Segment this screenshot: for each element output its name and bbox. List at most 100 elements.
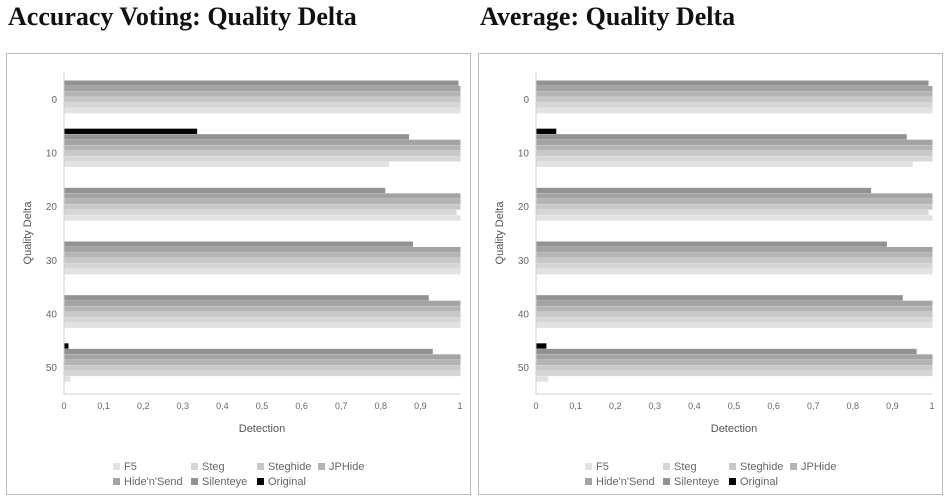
bar-jphide-delta-30 [536, 252, 933, 258]
x-tick-label: 1 [929, 401, 934, 411]
bar-steghide-delta-20 [64, 204, 461, 210]
bar-steghide-delta-40 [536, 311, 933, 317]
bar-silenteye-delta-20 [64, 187, 386, 194]
bar-steghide-delta-0 [64, 97, 461, 103]
legend-label: F5 [124, 460, 137, 473]
x-tick-label: 0,4 [216, 401, 229, 411]
bar-silenteye-delta-50 [64, 348, 433, 355]
x-tick-label: 0,9 [414, 401, 427, 411]
legend-item-jphide: JPHide [790, 460, 836, 473]
bar-steg-delta-50 [536, 370, 933, 377]
bar-steghide-delta-50 [64, 365, 461, 371]
legend-swatch [585, 478, 592, 485]
bar-silenteye-delta-10 [536, 134, 907, 140]
bar-jphide-delta-40 [536, 306, 933, 312]
bar-f5-delta-30 [536, 269, 933, 275]
x-axis-title: Detection [239, 423, 285, 435]
x-tick-label: 0,6 [767, 401, 780, 411]
legend-swatch [729, 478, 736, 485]
bar-steg-delta-20 [64, 209, 457, 216]
legend-swatch [663, 463, 670, 470]
legend-label: Steg [202, 460, 225, 473]
x-tick-label: 0,5 [256, 401, 269, 411]
y-tick-label: 50 [46, 363, 58, 374]
legend-label: JPHide [801, 460, 837, 473]
x-tick-label: 0,6 [295, 401, 308, 411]
bar-silenteye-delta-50 [536, 348, 917, 355]
x-tick-label: 0,2 [137, 401, 150, 411]
legend-item-steg: Steg [663, 460, 697, 473]
legend-swatch [257, 478, 264, 485]
bar-f5-delta-0 [536, 108, 933, 114]
y-tick-label: 40 [518, 310, 530, 321]
bar-steg-delta-10 [536, 156, 933, 162]
bar-steg-delta-40 [536, 317, 933, 323]
bar-jphide-delta-0 [64, 91, 461, 97]
legend-item-steghide: Steghide [257, 460, 311, 473]
x-tick-label: 0 [61, 401, 66, 411]
legend-item-steg: Steg [191, 460, 225, 473]
bar-hide-n-send-delta-10 [536, 139, 933, 145]
legend-label: Silenteye [202, 475, 248, 488]
legend-label: JPHide [329, 460, 365, 473]
legend-label: Hide'n'Send [124, 475, 183, 488]
bar-silenteye-delta-10 [64, 134, 410, 140]
bar-hide-n-send-delta-30 [536, 247, 933, 253]
chart-panel-average: 0 10 20 30 40 50 0 0,1 0,2 0,3 0,4 0,5 0,6 0,7 0,8 0,9 1… [478, 53, 943, 495]
bar-hide-n-send-delta-10 [64, 139, 461, 145]
bar-jphide-delta-20 [536, 198, 933, 205]
bar-hide-n-send-delta-50 [64, 354, 461, 360]
bar-f5-delta-50 [64, 376, 71, 382]
bar-steghide-delta-30 [536, 258, 933, 264]
legend-label: Original [268, 475, 306, 488]
bar-steg-delta-0 [64, 102, 461, 108]
bar-jphide-delta-20 [64, 198, 461, 205]
bar-original-delta-10 [536, 128, 557, 134]
chart-plot-accuracy-voting: 0 10 20 30 40 50 0 0,1 0,2 0,3 0,4 0,5 0,6 0,7 0,8 0,9 1… [22, 72, 463, 435]
legend-item-f5: F5 [113, 460, 137, 473]
bar-jphide-delta-10 [536, 145, 933, 151]
bar-steghide-delta-40 [64, 311, 461, 317]
legend-item-silenteye: Silenteye [191, 475, 247, 488]
bar-silenteye-delta-40 [64, 295, 429, 301]
y-tick-label: 20 [46, 202, 58, 213]
bar-f5-delta-10 [64, 161, 390, 167]
bar-steg-delta-20 [536, 209, 929, 216]
y-tick-label: 0 [523, 95, 529, 106]
bar-steghide-delta-10 [536, 150, 933, 156]
x-tick-label: 0,1 [97, 401, 110, 411]
bar-hide-n-send-delta-20 [64, 193, 461, 199]
bar-silenteye-delta-0 [536, 80, 929, 86]
y-axis-title: Quality Delta [22, 201, 34, 265]
y-tick-label: 30 [518, 256, 530, 267]
legend-item-original: Original [729, 475, 778, 488]
x-axis-title: Detection [711, 423, 757, 435]
bar-hide-n-send-delta-0 [64, 86, 461, 92]
chart-title-average: Average: Quality Delta [480, 2, 736, 31]
bar-f5-delta-50 [536, 376, 549, 382]
bar-steg-delta-30 [536, 263, 933, 269]
legend-swatch [257, 463, 264, 470]
y-tick-label: 30 [46, 256, 58, 267]
y-tick-label: 20 [518, 202, 530, 213]
bar-hide-n-send-delta-40 [536, 300, 933, 306]
y-axis-title: Quality Delta [494, 201, 506, 265]
bar-jphide-delta-40 [64, 306, 461, 312]
bar-jphide-delta-50 [64, 359, 461, 366]
bar-hide-n-send-delta-30 [64, 247, 461, 253]
bar-jphide-delta-30 [64, 252, 461, 258]
bar-steg-delta-30 [64, 263, 461, 269]
x-tick-label: 0,9 [886, 401, 899, 411]
legend-label: Original [740, 475, 778, 488]
x-tick-label: 0,7 [335, 401, 348, 411]
x-tick-label: 0,3 [649, 401, 662, 411]
x-tick-label: 0,8 [375, 401, 388, 411]
y-tick-label: 50 [518, 363, 530, 374]
legend-item-hide-n-send: Hide'n'Send [585, 475, 655, 488]
chart-panel-accuracy-voting: 0 10 20 30 40 50 0 0,1 0,2 0,3 0,4 0,5 0,6 0,7 0,8 0,9 1… [6, 53, 471, 495]
legend-swatch [790, 463, 797, 470]
bar-hide-n-send-delta-50 [536, 354, 933, 360]
bar-steg-delta-40 [64, 317, 461, 323]
bar-original-delta-50 [536, 343, 547, 349]
bar-hide-n-send-delta-0 [536, 86, 933, 92]
